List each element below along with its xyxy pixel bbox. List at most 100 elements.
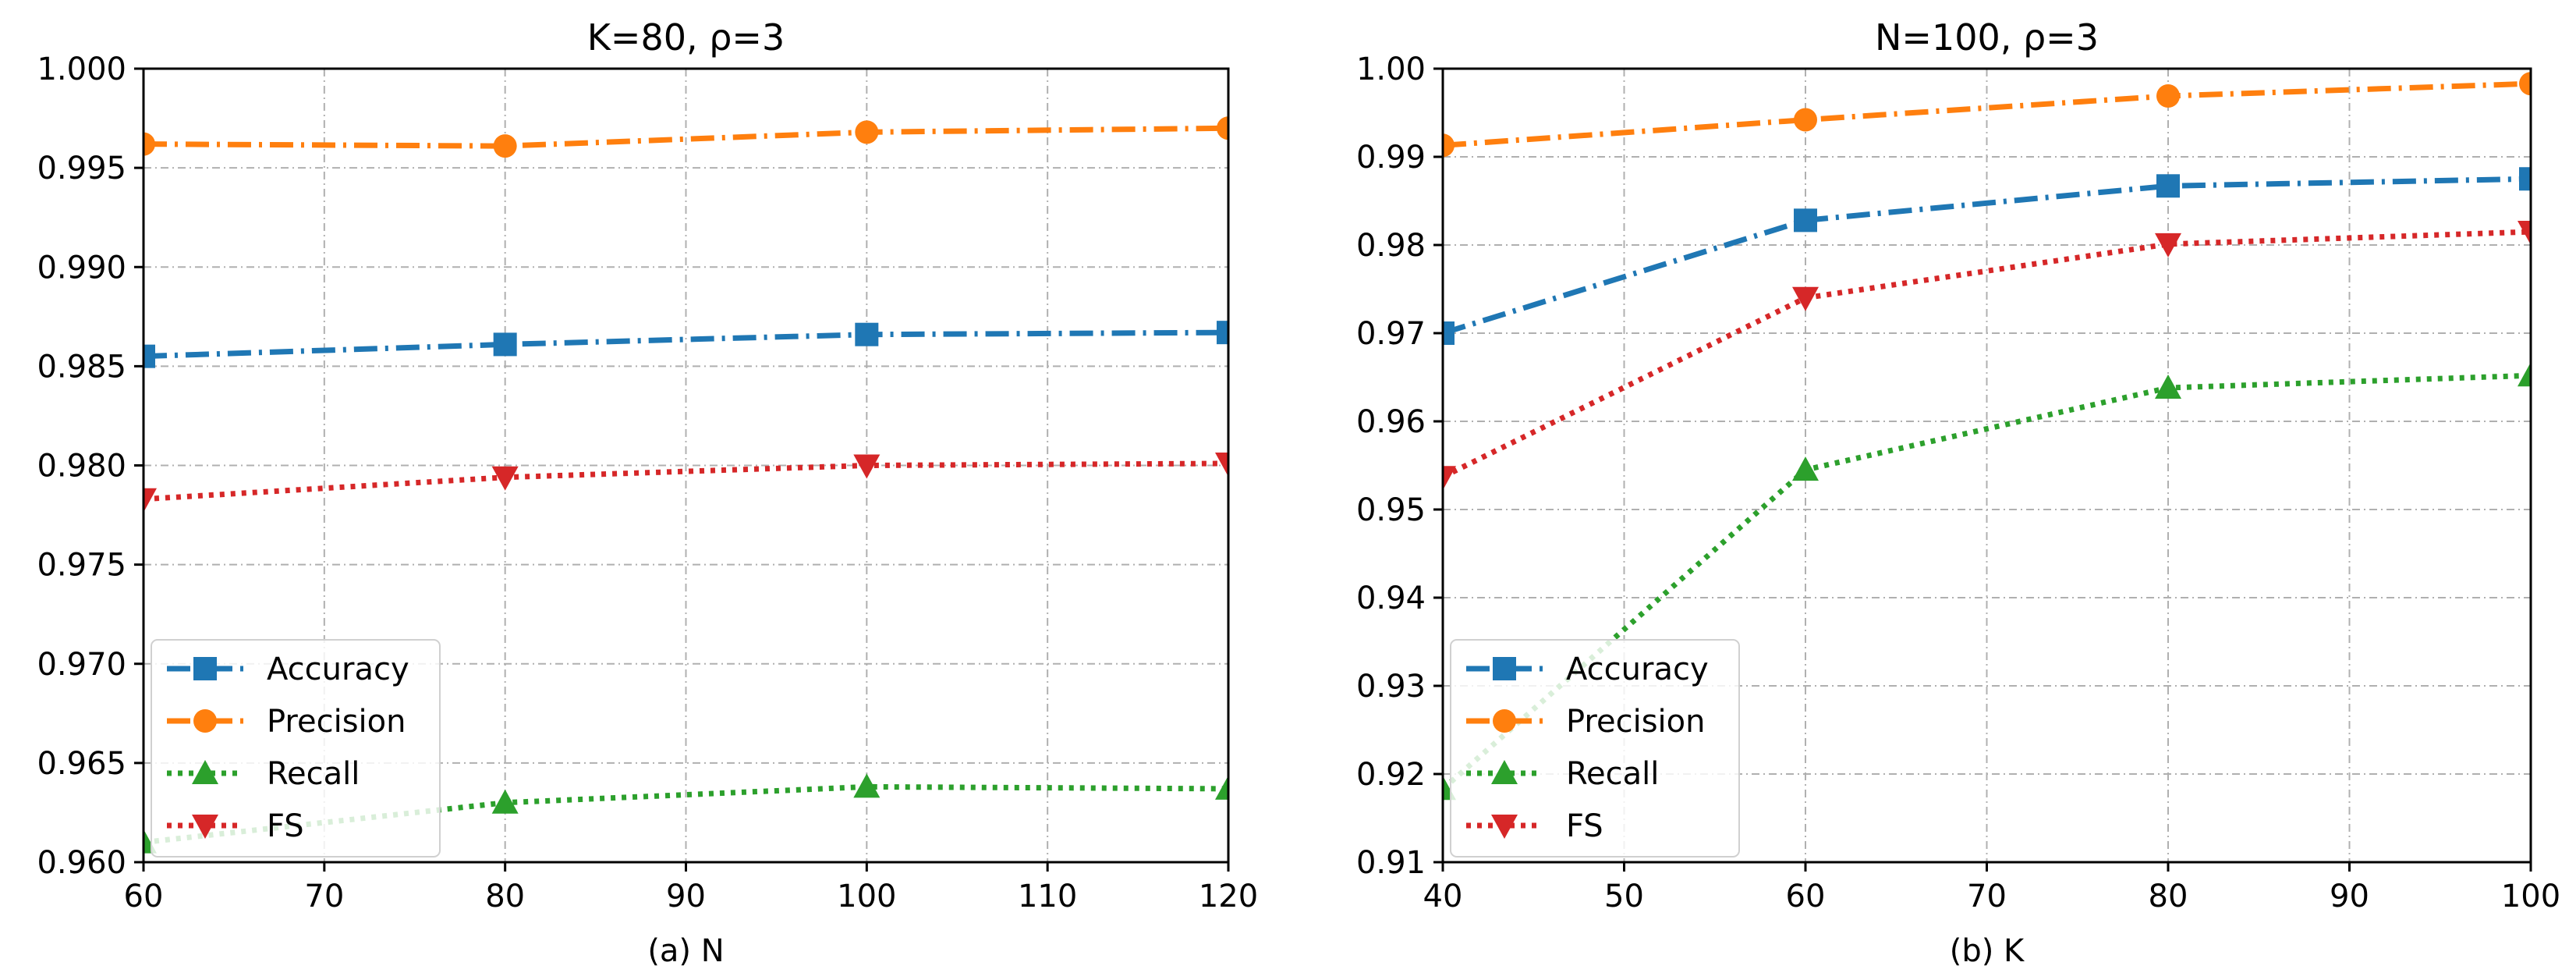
y-tick-label: 0.95	[1356, 492, 1426, 528]
x-tick-label: 60	[1786, 879, 1826, 914]
series-line-precision	[144, 125, 1228, 149]
data-point-recall	[1792, 456, 1819, 481]
x-tick-label: 90	[666, 879, 706, 914]
data-point-precision	[144, 132, 155, 156]
legend-marker-recall	[1491, 760, 1518, 784]
y-tick-label: 1.00	[1356, 51, 1426, 87]
y-tick-label: 0.970	[37, 647, 126, 683]
y-tick-label: 0.975	[37, 548, 126, 584]
y-tick-label: 0.91	[1356, 845, 1426, 881]
legend-marker-fs	[1491, 815, 1518, 839]
data-point-recall	[1443, 776, 1456, 801]
series-accuracy	[144, 321, 1228, 368]
y-tick-label: 0.995	[37, 151, 126, 186]
x-tick-label: 60	[124, 879, 164, 914]
series-accuracy	[1443, 167, 2531, 345]
series-recall	[1443, 362, 2531, 801]
data-point-recall	[2155, 375, 2181, 399]
data-point-fs	[1443, 466, 1456, 491]
series-line-recall	[144, 783, 1228, 846]
data-point-precision	[1217, 116, 1228, 140]
series-line-precision	[1443, 80, 2531, 148]
y-tick-label: 0.965	[37, 746, 126, 782]
y-tick-label: 0.99	[1356, 140, 1426, 176]
legend: Accuracy Precision Recall FS	[1450, 639, 1740, 858]
y-tick-label: 0.960	[37, 845, 126, 881]
y-tick-label: 0.990	[37, 250, 126, 286]
series-fs	[1443, 221, 2531, 491]
data-point-accuracy	[2156, 174, 2180, 198]
series-precision	[1443, 72, 2531, 158]
x-axis-label: (a) N	[647, 933, 724, 969]
data-point-fs	[853, 454, 881, 479]
x-tick-label: 100	[837, 879, 896, 914]
x-axis-label: (b) K	[1950, 933, 2025, 969]
x-tick-label: 70	[1967, 879, 2007, 914]
data-point-fs	[2518, 221, 2531, 246]
legend-label-precision: Precision	[267, 704, 406, 740]
x-tick-label: 110	[1018, 879, 1077, 914]
data-point-accuracy	[2519, 167, 2531, 191]
legend-box	[1450, 639, 1740, 858]
series-fs	[144, 452, 1228, 513]
data-point-accuracy	[855, 322, 879, 346]
legend-label-precision: Precision	[1566, 704, 1705, 740]
data-point-recall	[2518, 362, 2531, 387]
data-point-precision	[493, 134, 517, 158]
legend-marker-fs	[192, 815, 218, 839]
y-tick-label: 0.985	[37, 349, 126, 385]
chart-left: 60 70 80 90 100 110 120 0.960 0.965 0.970 0.975 0.9…	[37, 16, 1258, 969]
legend-label-accuracy: Accuracy	[267, 652, 409, 687]
x-tick-label: 120	[1199, 879, 1258, 914]
chart-right: 40 50 60 70 80 90 100 0.91 0.92 0.93 0.94 0.95 0.96 0…	[1356, 16, 2560, 969]
y-tick-label: 0.97	[1356, 316, 1426, 352]
legend-marker-precision	[1493, 709, 1516, 733]
data-point-recall	[491, 789, 519, 814]
data-point-accuracy	[493, 332, 517, 357]
legend-label-recall: Recall	[1566, 756, 1659, 792]
series-line-recall	[1443, 372, 2531, 791]
series-line-fs	[1443, 229, 2531, 480]
data-point-precision	[1794, 108, 1817, 132]
legend-marker-recall	[192, 760, 218, 784]
chart-title: K=80, ρ=3	[587, 16, 785, 59]
data-point-recall	[1215, 775, 1228, 800]
y-tick-label: 0.92	[1356, 757, 1426, 793]
data-point-fs	[1215, 452, 1228, 477]
data-point-fs	[144, 488, 157, 513]
data-point-fs	[491, 466, 519, 491]
x-tick-label: 80	[2149, 879, 2188, 914]
data-point-accuracy	[1217, 321, 1228, 345]
legend-label-fs: FS	[267, 808, 304, 844]
series-line-accuracy	[144, 329, 1228, 360]
series-precision	[144, 116, 1228, 158]
data-point-precision	[2519, 72, 2531, 96]
legend-marker-accuracy	[1493, 657, 1516, 680]
x-tick-label: 80	[485, 879, 525, 914]
x-tick-label: 50	[1604, 879, 1644, 914]
x-tick-label: 100	[2501, 879, 2560, 914]
data-point-fs	[1792, 286, 1819, 311]
data-point-fs	[2155, 233, 2181, 257]
x-tick-label: 90	[2330, 879, 2369, 914]
data-point-accuracy	[144, 344, 155, 368]
y-tick-label: 0.94	[1356, 581, 1426, 616]
legend-label-recall: Recall	[267, 756, 360, 792]
chart-title: N=100, ρ=3	[1875, 16, 2099, 59]
legend-label-accuracy: Accuracy	[1566, 652, 1709, 687]
data-point-precision	[2156, 84, 2180, 108]
legend: Accuracy Precision Recall FS	[151, 639, 441, 858]
y-tick-label: 0.980	[37, 449, 126, 485]
legend-label-fs: FS	[1566, 808, 1603, 844]
series-line-accuracy	[1443, 176, 2531, 336]
data-point-precision	[855, 120, 879, 144]
x-tick-label: 40	[1423, 879, 1463, 914]
y-tick-label: 0.96	[1356, 404, 1426, 440]
data-point-accuracy	[1794, 208, 1817, 233]
legend-box	[151, 639, 441, 858]
data-point-recall	[853, 773, 881, 798]
legend-marker-precision	[193, 709, 217, 733]
data-point-accuracy	[1443, 321, 1455, 345]
y-tick-label: 0.93	[1356, 669, 1426, 705]
